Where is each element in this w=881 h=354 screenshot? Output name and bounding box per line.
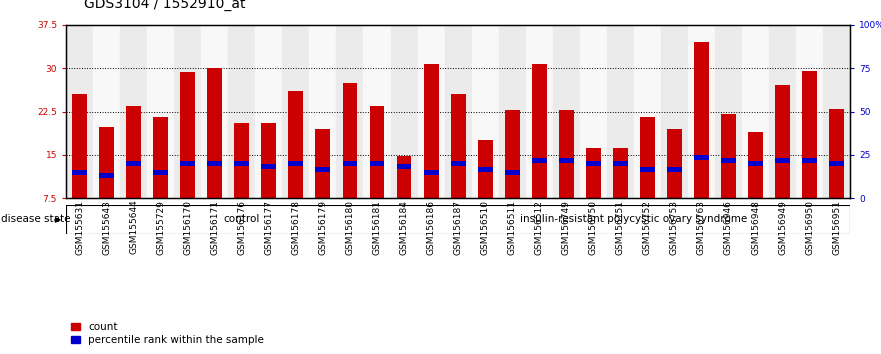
Bar <box>262 164 277 169</box>
Bar <box>742 25 769 198</box>
Bar <box>667 167 682 172</box>
Bar <box>829 161 844 166</box>
Bar <box>552 25 580 198</box>
Bar <box>337 25 364 198</box>
Bar <box>721 114 736 198</box>
Bar <box>174 25 201 198</box>
Bar <box>424 170 439 175</box>
Bar <box>207 161 222 166</box>
Bar <box>559 110 574 198</box>
Bar <box>100 127 114 198</box>
Bar <box>803 158 817 163</box>
Bar <box>255 25 283 198</box>
Bar <box>775 85 790 198</box>
Bar <box>369 106 384 198</box>
Bar <box>748 132 763 198</box>
Bar <box>613 161 628 166</box>
Bar <box>715 25 742 198</box>
Bar <box>694 42 709 198</box>
Bar <box>640 167 655 172</box>
Bar <box>667 129 682 198</box>
Bar <box>451 161 465 166</box>
Bar <box>147 25 174 198</box>
Bar <box>181 72 196 198</box>
Legend: count, percentile rank within the sample: count, percentile rank within the sample <box>71 322 263 345</box>
Bar <box>66 25 93 198</box>
Bar <box>471 25 499 198</box>
Bar <box>532 158 547 163</box>
Bar <box>478 167 492 172</box>
Bar <box>234 123 249 198</box>
Bar <box>499 25 526 198</box>
Bar <box>526 25 552 198</box>
Bar <box>586 148 601 198</box>
Bar <box>201 25 228 198</box>
Bar <box>315 167 330 172</box>
Bar <box>424 64 439 198</box>
Bar <box>661 25 688 198</box>
Bar <box>775 158 790 163</box>
Bar <box>829 109 844 198</box>
Bar <box>396 156 411 198</box>
Bar <box>120 25 147 198</box>
Bar <box>369 161 384 166</box>
Bar <box>688 25 715 198</box>
Bar <box>803 71 817 198</box>
Bar <box>181 161 196 166</box>
Bar <box>126 106 141 198</box>
Text: insulin-resistant polycystic ovary syndrome: insulin-resistant polycystic ovary syndr… <box>521 215 747 224</box>
Bar <box>580 25 607 198</box>
Bar <box>640 117 655 198</box>
Bar <box>207 68 222 198</box>
Bar <box>748 161 763 166</box>
Bar <box>613 148 628 198</box>
Bar <box>694 155 709 160</box>
Bar <box>451 94 465 198</box>
Bar <box>309 25 337 198</box>
Text: ▶: ▶ <box>56 215 62 224</box>
Bar <box>532 64 547 198</box>
Bar <box>93 25 120 198</box>
Text: GDS3104 / 1552910_at: GDS3104 / 1552910_at <box>84 0 245 11</box>
Bar <box>478 141 492 198</box>
Bar <box>796 25 823 198</box>
Bar <box>343 82 358 198</box>
Bar <box>396 164 411 169</box>
Bar <box>505 170 520 175</box>
Bar <box>283 25 309 198</box>
Bar <box>418 25 445 198</box>
Bar <box>234 161 249 166</box>
Bar <box>823 25 850 198</box>
Text: disease state: disease state <box>1 215 70 224</box>
Bar <box>288 91 303 198</box>
Bar <box>315 129 330 198</box>
Bar <box>769 25 796 198</box>
Bar <box>72 94 87 198</box>
Bar <box>721 158 736 163</box>
Bar <box>633 25 661 198</box>
Bar <box>288 161 303 166</box>
Bar <box>559 158 574 163</box>
Bar <box>100 172 114 178</box>
Bar <box>72 170 87 175</box>
Bar <box>153 170 168 175</box>
Bar <box>364 25 390 198</box>
Bar <box>343 161 358 166</box>
Bar <box>607 25 633 198</box>
Bar <box>153 117 168 198</box>
Bar <box>126 161 141 166</box>
Bar <box>262 123 277 198</box>
Bar <box>505 110 520 198</box>
Bar <box>445 25 471 198</box>
Bar <box>228 25 255 198</box>
Text: control: control <box>224 215 260 224</box>
Bar <box>586 161 601 166</box>
Bar <box>390 25 418 198</box>
